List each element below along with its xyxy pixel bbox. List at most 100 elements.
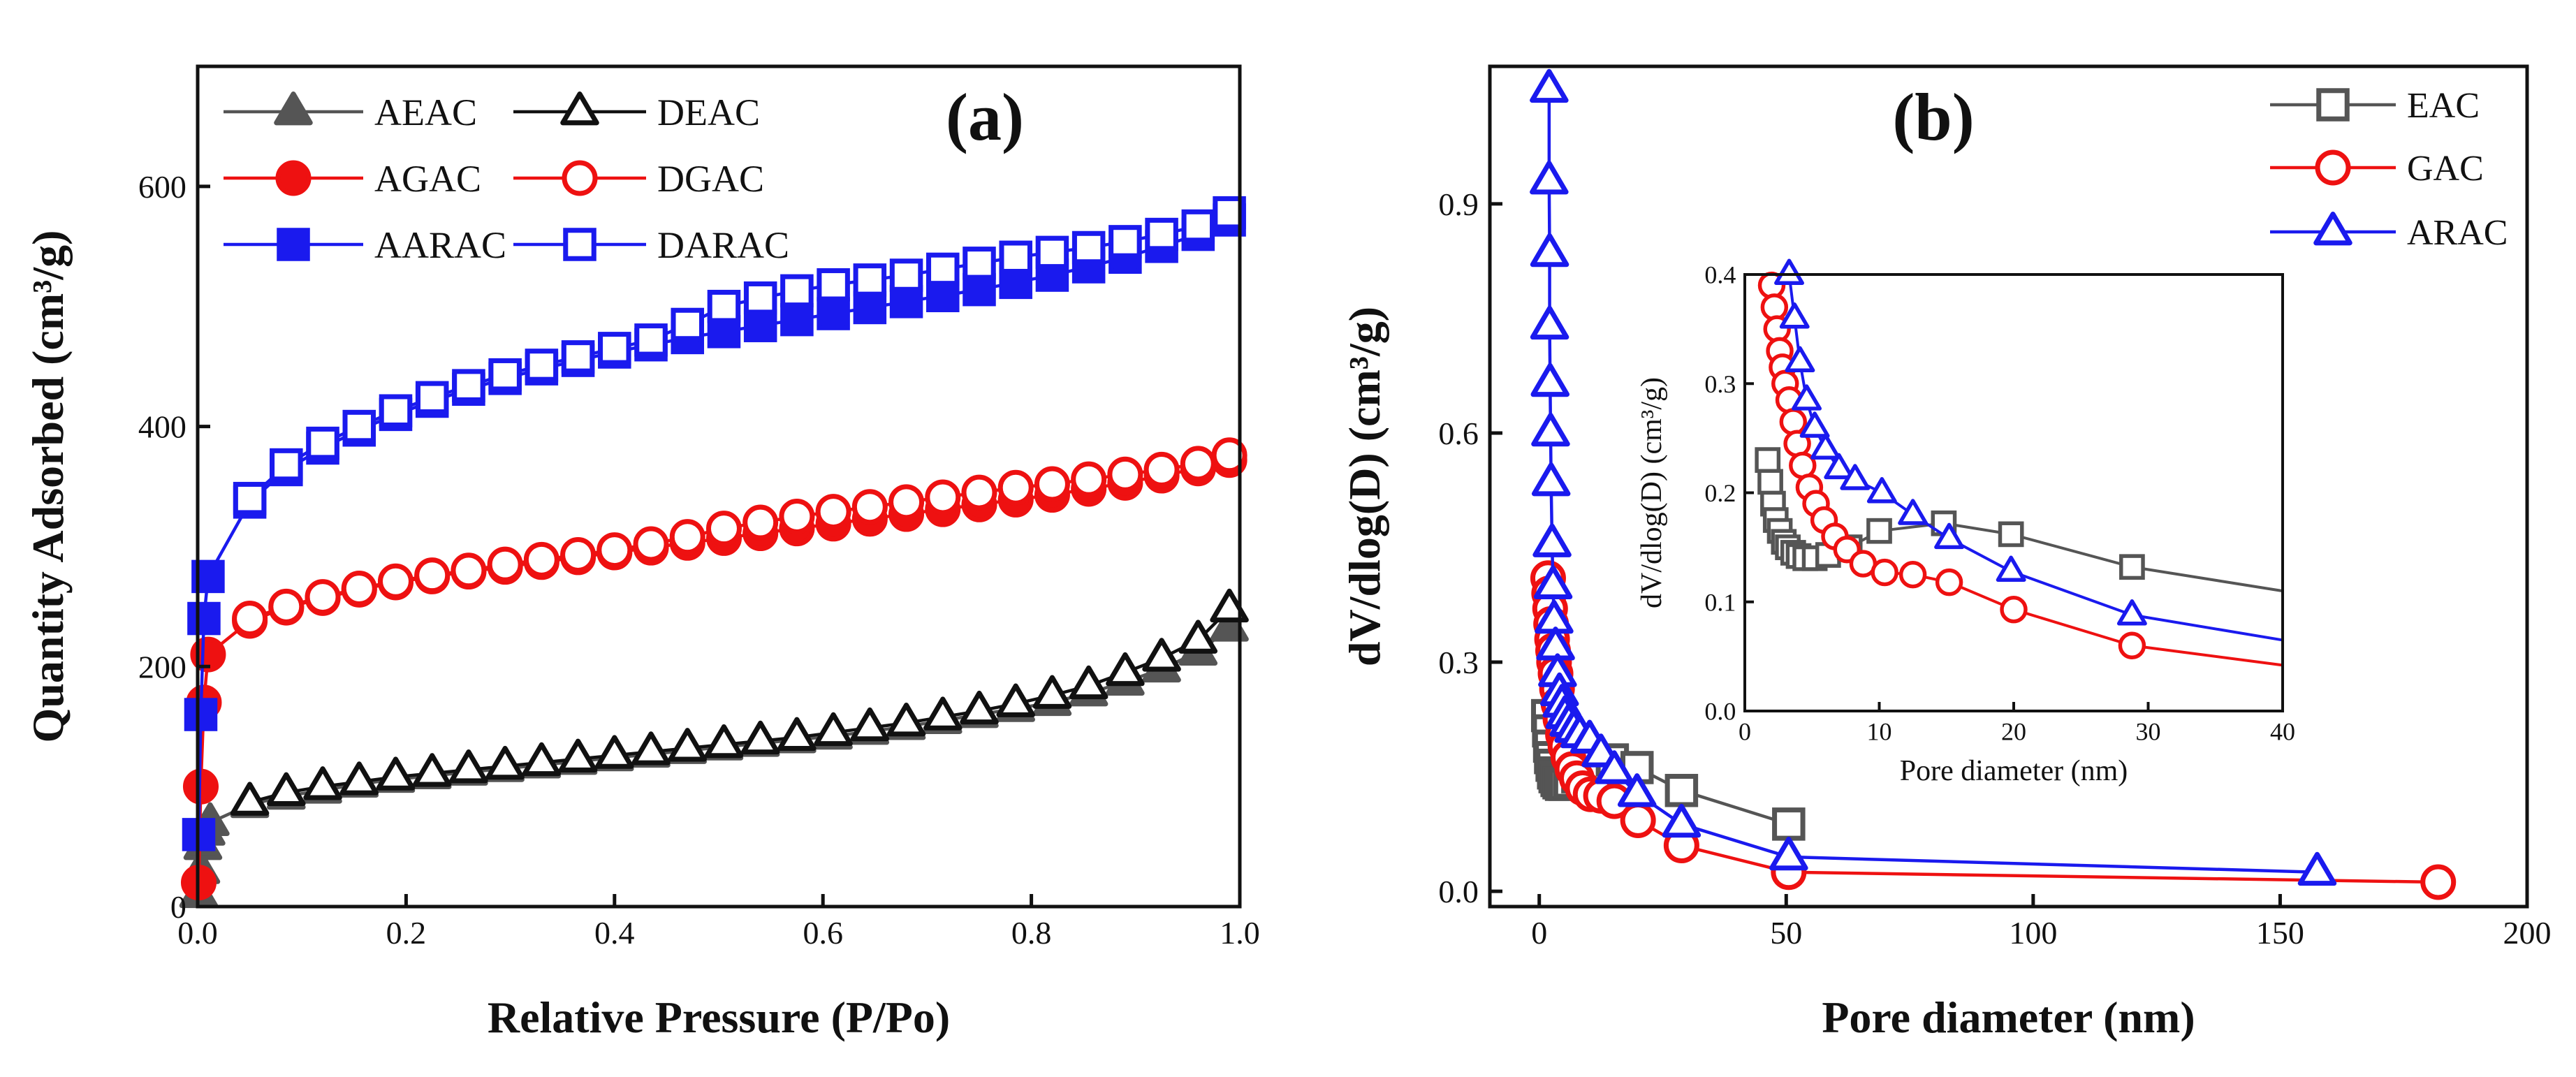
data-point-dgac [1180,446,1216,482]
data-point-darac [817,268,850,302]
data-point-arac [1792,384,1822,411]
data-point-arac [1785,346,1815,372]
data-point-gac [1871,558,1898,587]
data-point-dgac [888,484,925,520]
data-point-gac [1779,408,1808,436]
inset-background [1745,274,2283,711]
data-point-deac [1142,638,1181,672]
x-tick-label: 200 [2503,915,2552,951]
data-point-dgac [1034,466,1070,502]
legend-marker-deac [560,91,599,126]
data-point-deac [1210,588,1249,623]
legend-label: ARAC [2407,213,2508,253]
data-point-dgac [560,536,597,573]
data-point-arac [1662,803,1702,838]
data-point-aeac [1210,608,1249,642]
legend-marker-arac [2313,211,2352,246]
data-point-darac [999,240,1032,274]
legend-label: AARAC [374,224,506,266]
x-tick-label: 0.2 [386,915,427,951]
data-point-deac [558,738,598,772]
legend-marker-eac [2316,88,2350,122]
data-point-dgac [633,526,669,562]
data-point-dgac [669,519,705,555]
data-point-dgac [742,504,779,541]
data-point-deac [339,761,379,796]
data-point-dgac [1107,456,1143,492]
y-tick-label: 0.2 [1704,479,1736,507]
data-point-deac [668,728,708,762]
series-line-darac [249,211,1230,500]
data-point-arac [1532,523,1572,557]
data-point-arac [1898,499,1929,525]
x-tick-label: 40 [2270,717,2295,745]
y-tick-label: 0.0 [1704,698,1736,726]
data-point-arac [1617,773,1657,807]
data-point-dgac [341,571,377,607]
legend-marker-aarac [277,228,310,261]
legend-item-dgac: DGAC [513,158,764,200]
legend-item-gac: GAC [2270,149,2484,189]
data-point-arac [1530,305,1569,340]
legend-item-aeac: AEAC [224,91,477,133]
data-point-darac [853,263,887,297]
data-point-deac [740,720,780,755]
data-point-agac [190,636,226,673]
data-point-deac [960,690,999,725]
data-point-dgac [487,546,523,583]
y-axis-label: dV/dlog(D) (cm³/g) [1340,307,1389,666]
series-line-deac [249,608,1231,804]
legend-label: AGAC [374,158,481,200]
data-point-darac [1071,230,1106,265]
data-point-eac [1772,807,1806,841]
x-tick-label: 1.0 [1220,915,1260,951]
legend-marker-darac [563,228,597,261]
data-point-deac [1178,620,1218,654]
data-point-gac [1898,560,1927,589]
data-point-darac [743,281,777,315]
data-point-darac [707,289,741,323]
data-point-arac [1774,258,1804,285]
data-point-dgac [232,601,268,637]
data-point-arac [1530,233,1569,268]
data-point-deac [777,717,817,752]
data-point-dgac [1211,437,1247,474]
data-point-darac [598,332,631,365]
y-tick-label: 400 [138,409,186,445]
y-tick-label: 0.0 [1438,874,1479,909]
legend-label: EAC [2407,86,2480,126]
data-point-darac [926,252,960,286]
data-point-deac [376,756,416,791]
data-point-eac [1998,521,2024,548]
series-line-dgac [249,453,1230,620]
data-point-dgac [961,474,997,511]
data-point-deac [814,712,853,747]
data-point-darac [233,481,267,515]
legend-label: AEAC [374,91,477,133]
data-point-arac [1530,68,1569,103]
x-tick-label: 50 [1770,915,1802,951]
data-point-darac [1035,235,1069,270]
legend-item-agac: AGAC [224,158,481,200]
y-axis-label: dV/dlog(D) (cm³/g) [1636,377,1668,608]
data-point-darac [634,323,668,357]
data-point-darac [488,358,522,392]
legend-marker-dgac [562,160,598,196]
data-point-arac [1779,302,1810,329]
data-point-aarac [780,302,814,337]
data-point-dgac [414,557,451,594]
panel-a-chart: 0.0 0.2 0.4 0.6 0.8 1.0 0 200 400 600 Relative Pre… [23,64,1260,1042]
x-tick-label: 150 [2256,915,2304,951]
data-point-dgac [997,469,1034,506]
data-point-arac [1934,522,1965,550]
data-point-arac [1533,565,1573,600]
data-point-darac [780,274,814,308]
legend-item-arac: ARAC [2270,211,2508,253]
data-point-arac [1769,836,1808,871]
x-tick-label: 0.8 [1011,915,1052,951]
data-point-darac [963,247,996,280]
x-axis-label: Relative Pressure (P/Po) [488,992,950,1042]
data-point-deac [886,703,926,737]
data-point-gac [1935,568,1963,596]
data-point-arac [1799,411,1830,438]
